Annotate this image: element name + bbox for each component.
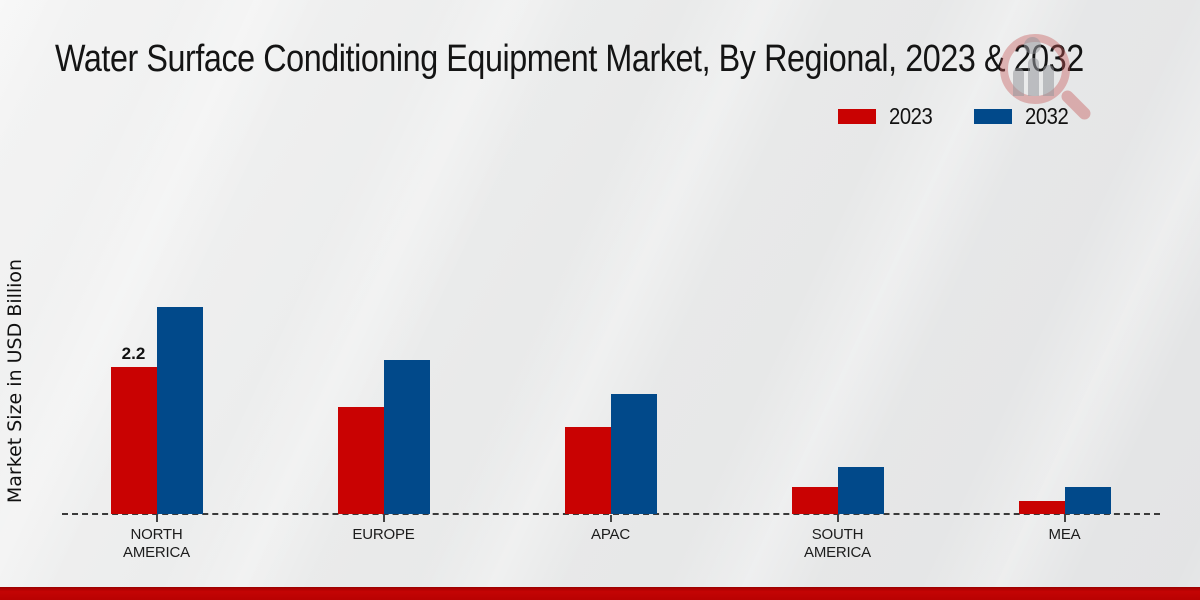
axis-tick [836, 515, 839, 522]
bar-2023-north-america [110, 367, 157, 514]
x-axis-baseline [62, 513, 1160, 515]
bar-2032-north-america [156, 307, 203, 514]
category-label-europe: EUROPE [352, 526, 415, 543]
bar-2023-apac [564, 427, 611, 514]
axis-tick [1063, 515, 1066, 522]
axis-tick [155, 515, 158, 522]
legend-item-2023: 2023 [838, 103, 938, 130]
legend-swatch-2032 [974, 109, 1013, 124]
legend-item-2032: 2032 [974, 103, 1074, 130]
legend: 2023 2032 [838, 103, 1074, 130]
category-label-apac: APAC [591, 526, 630, 543]
bar-value-label: 2.2 [121, 344, 146, 363]
bar-2023-south-america [791, 487, 838, 514]
bar-2032-europe [383, 360, 430, 514]
category-label-north-america: NORTH AMERICA [123, 526, 190, 561]
axis-tick [382, 515, 385, 522]
category-label-mea: MEA [1048, 526, 1081, 543]
chart-title: Water Surface Conditioning Equipment Mar… [55, 38, 1084, 80]
footer-accent-bar [0, 587, 1200, 600]
bar-2032-mea [1064, 487, 1111, 514]
bar-2032-apac [610, 394, 657, 514]
bar-2023-mea [1018, 501, 1065, 514]
axis-tick [609, 515, 612, 522]
bar-2032-south-america [837, 467, 884, 514]
bar-2023-europe [337, 407, 384, 514]
legend-label-2023: 2023 [889, 103, 933, 129]
category-label-south-america: SOUTH AMERICA [804, 526, 871, 561]
legend-label-2032: 2032 [1025, 103, 1069, 129]
legend-swatch-2023 [838, 109, 876, 124]
